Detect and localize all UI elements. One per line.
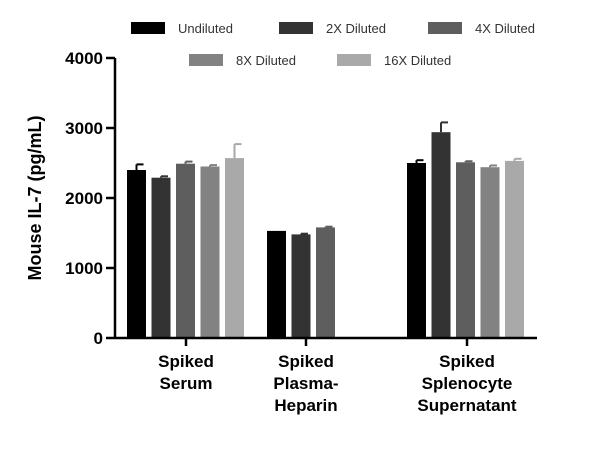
legend-swatch-2x-diluted xyxy=(279,22,313,34)
legend-label-16x-diluted: 16X Diluted xyxy=(384,53,451,68)
bars xyxy=(127,121,524,338)
bar-2x-diluted-1 xyxy=(291,234,311,338)
bar-undiluted-2 xyxy=(407,163,426,338)
bar-undiluted-1 xyxy=(267,230,286,338)
legend: Undiluted 2X Diluted 4X Diluted 8X Diluted 1… xyxy=(131,21,535,68)
bar-4x-diluted-0 xyxy=(176,163,195,338)
x-category-label-line: Plasma- xyxy=(273,374,338,393)
axes xyxy=(106,56,537,346)
legend-label-8x-diluted: 8X Diluted xyxy=(236,53,296,68)
bar-4x-diluted-2 xyxy=(456,162,475,338)
y-tick-label: 2000 xyxy=(65,189,103,208)
labels: 0 1000 2000 3000 4000 Spiked Serum Spiked Plasma… xyxy=(25,49,517,415)
x-category-label: Spiked Serum xyxy=(158,352,214,393)
y-axis-label: Mouse IL-7 (pg/mL) xyxy=(25,116,45,281)
bar-undiluted-0 xyxy=(127,170,146,338)
x-category-label-line: Spiked xyxy=(158,352,214,371)
x-category-label-line: Spiked xyxy=(439,352,495,371)
legend-swatch-4x-diluted xyxy=(428,22,462,34)
legend-label-4x-diluted: 4X Diluted xyxy=(475,21,535,36)
bar-16x-diluted-0 xyxy=(225,158,244,338)
bar-16x-diluted-2 xyxy=(505,160,524,338)
x-category-label-line: Splenocyte xyxy=(422,374,513,393)
x-category-label-line: Supernatant xyxy=(417,396,517,415)
y-tick-label: 3000 xyxy=(65,119,103,138)
legend-swatch-8x-diluted xyxy=(189,54,223,66)
bar-8x-diluted-0 xyxy=(200,166,220,338)
x-category-label: Spiked Plasma- Heparin xyxy=(273,352,338,415)
x-category-label-line: Spiked xyxy=(278,352,334,371)
legend-label-undiluted: Undiluted xyxy=(178,21,233,36)
x-category-label-line: Heparin xyxy=(274,396,337,415)
y-tick-label: 0 xyxy=(94,329,103,348)
y-tick-label: 4000 xyxy=(65,49,103,68)
bar-8x-diluted-2 xyxy=(480,167,500,338)
bar-2x-diluted-0 xyxy=(151,177,171,338)
legend-swatch-undiluted xyxy=(131,22,165,34)
legend-swatch-16x-diluted xyxy=(337,54,371,66)
bar-4x-diluted-1 xyxy=(316,227,335,338)
x-category-label: Spiked Splenocyte Supernatant xyxy=(417,352,517,415)
legend-label-2x-diluted: 2X Diluted xyxy=(326,21,386,36)
x-category-label-line: Serum xyxy=(160,374,213,393)
bar-2x-diluted-2 xyxy=(431,132,451,338)
y-tick-label: 1000 xyxy=(65,259,103,278)
